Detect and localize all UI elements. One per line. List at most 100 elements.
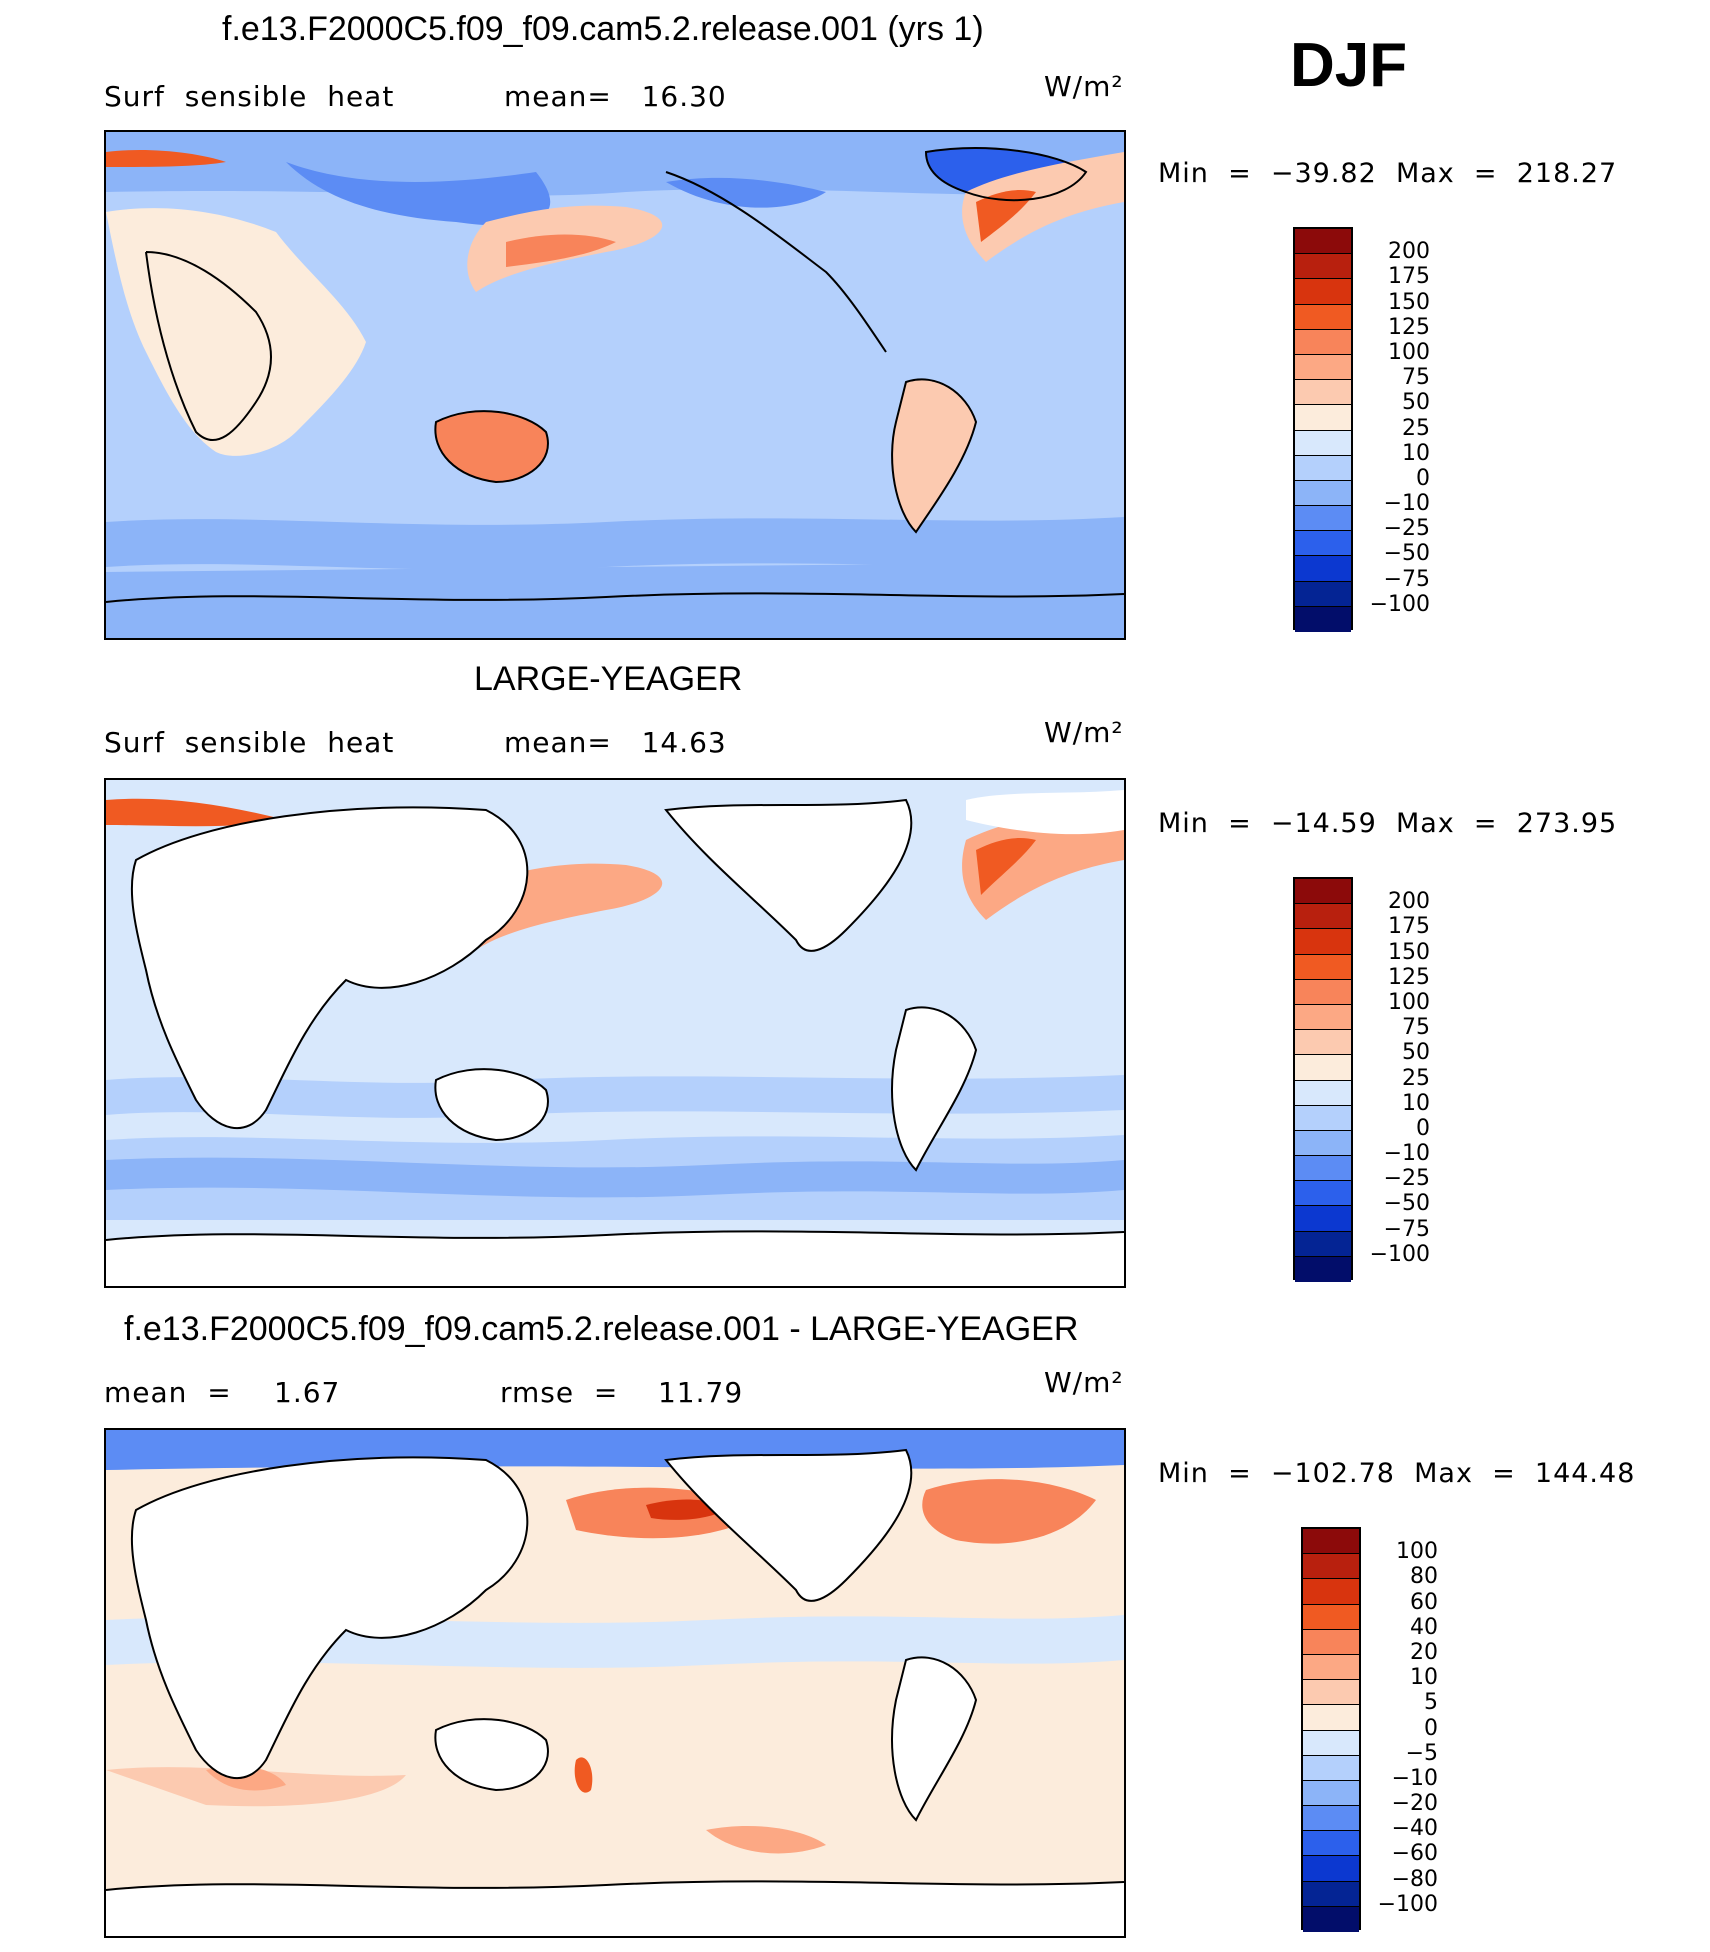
colorbar-swatch xyxy=(1295,606,1351,632)
colorbar-swatch xyxy=(1295,254,1351,280)
colorbar-tick-label: 175 xyxy=(1388,914,1430,940)
colorbar-swatch xyxy=(1303,1604,1359,1630)
panel-1-colorbar-labels: 200 175 150 125 100 75 50 25 10 0 −10 −25 −50 −75 −100 xyxy=(1330,227,1430,630)
colorbar-swatch xyxy=(1295,954,1351,980)
panel-2-colorbar xyxy=(1293,877,1353,1282)
colorbar-tick-label: −10 xyxy=(1383,1141,1430,1167)
colorbar-swatch xyxy=(1303,1730,1359,1756)
colorbar-tick-label: −10 xyxy=(1391,1765,1438,1791)
colorbar-tick-label: 10 xyxy=(1410,1665,1438,1691)
colorbar-swatch xyxy=(1295,506,1351,532)
colorbar-swatch xyxy=(1295,556,1351,582)
colorbar-swatch xyxy=(1303,1806,1359,1832)
panel-3-units: W/m² xyxy=(1044,1366,1124,1399)
colorbar-swatch xyxy=(1295,929,1351,955)
colorbar-tick-label: 25 xyxy=(1402,415,1430,441)
colorbar-swatch xyxy=(1295,304,1351,330)
panel-2-units: W/m² xyxy=(1044,716,1124,749)
colorbar-tick-label: 200 xyxy=(1388,889,1430,915)
panel-3-colorbar-labels: 100 80 60 40 20 10 5 0 −5 −10 −20 −40 −60 −80 −100 xyxy=(1338,1527,1438,1930)
panel-3-map-plot xyxy=(106,1430,1124,1936)
colorbar-swatch xyxy=(1295,1080,1351,1106)
colorbar-tick-label: −40 xyxy=(1391,1816,1438,1842)
colorbar-swatch xyxy=(1303,1831,1359,1857)
colorbar-swatch xyxy=(1303,1881,1359,1907)
season-label: DJF xyxy=(1290,31,1408,100)
colorbar-swatch xyxy=(1295,1181,1351,1207)
colorbar-swatch xyxy=(1295,1256,1351,1282)
colorbar-tick-label: 100 xyxy=(1396,1539,1438,1565)
colorbar-swatch xyxy=(1295,455,1351,481)
panel-1-units: W/m² xyxy=(1044,70,1124,103)
panel-3-rmse: rmse = 11.79 xyxy=(500,1376,744,1409)
panel-2-title: LARGE-YEAGER xyxy=(474,660,743,698)
colorbar-swatch xyxy=(1303,1629,1359,1655)
colorbar-tick-label: −5 xyxy=(1405,1740,1438,1766)
colorbar-tick-label: −80 xyxy=(1391,1866,1438,1892)
colorbar-tick-label: −100 xyxy=(1369,591,1430,617)
panel-3-mean-label: mean = xyxy=(104,1376,232,1409)
colorbar-swatch xyxy=(1295,879,1351,905)
colorbar-swatch xyxy=(1303,1554,1359,1580)
colorbar-tick-label: 5 xyxy=(1424,1690,1438,1716)
panel-3-map xyxy=(104,1428,1126,1938)
colorbar-swatch xyxy=(1295,531,1351,557)
panel-2-minmax: Min = −14.59 Max = 273.95 xyxy=(1158,808,1618,839)
panel-3-mean-value: 1.67 xyxy=(274,1376,341,1409)
colorbar-swatch xyxy=(1295,1130,1351,1157)
panel-2-map-plot xyxy=(106,780,1124,1286)
colorbar-tick-label: 150 xyxy=(1388,939,1430,965)
panel-1-map xyxy=(104,130,1126,640)
colorbar-swatch xyxy=(1295,1206,1351,1232)
panel-2-variable-label: Surf sensible heat xyxy=(104,726,395,759)
colorbar-tick-label: 0 xyxy=(1416,465,1430,491)
colorbar-tick-label: −25 xyxy=(1383,516,1430,542)
colorbar-swatch xyxy=(1303,1654,1359,1681)
colorbar-tick-label: 50 xyxy=(1402,1040,1430,1066)
colorbar-tick-label: −100 xyxy=(1377,1891,1438,1917)
colorbar-tick-label: 150 xyxy=(1388,289,1430,315)
colorbar-swatch xyxy=(1295,904,1351,930)
colorbar-tick-label: 25 xyxy=(1402,1065,1430,1091)
colorbar-swatch xyxy=(1303,1705,1359,1731)
colorbar-swatch xyxy=(1303,1755,1359,1781)
colorbar-swatch xyxy=(1295,979,1351,1005)
colorbar-tick-label: −75 xyxy=(1383,1216,1430,1242)
panel-3-minmax: Min = −102.78 Max = 144.48 xyxy=(1158,1458,1636,1489)
colorbar-swatch xyxy=(1295,1231,1351,1257)
panel-3-title: f.e13.F2000C5.f09_f09.cam5.2.release.001… xyxy=(124,1310,1079,1348)
colorbar-tick-label: −20 xyxy=(1391,1791,1438,1817)
colorbar-tick-label: 75 xyxy=(1402,365,1430,391)
colorbar-swatch xyxy=(1303,1780,1359,1807)
colorbar-tick-label: −50 xyxy=(1383,541,1430,567)
colorbar-tick-label: −100 xyxy=(1369,1241,1430,1267)
panel-1-map-plot xyxy=(106,132,1124,638)
colorbar-swatch xyxy=(1295,380,1351,406)
colorbar-swatch xyxy=(1295,1004,1351,1031)
colorbar-tick-label: 125 xyxy=(1388,314,1430,340)
colorbar-tick-label: −50 xyxy=(1383,1191,1430,1217)
colorbar-tick-label: 40 xyxy=(1410,1614,1438,1640)
panel-1-variable-label: Surf sensible heat xyxy=(104,80,395,113)
colorbar-swatch xyxy=(1295,229,1351,255)
colorbar-tick-label: 60 xyxy=(1410,1589,1438,1615)
colorbar-tick-label: −75 xyxy=(1383,566,1430,592)
colorbar-swatch xyxy=(1295,354,1351,381)
panel-3-colorbar xyxy=(1301,1527,1361,1932)
colorbar-tick-label: 100 xyxy=(1388,989,1430,1015)
panel-2-mean: mean= 14.63 xyxy=(504,726,727,759)
colorbar-swatch xyxy=(1303,1856,1359,1882)
colorbar-tick-label: −10 xyxy=(1383,491,1430,517)
colorbar-tick-label: −60 xyxy=(1391,1841,1438,1867)
panel-1-minmax: Min = −39.82 Max = 218.27 xyxy=(1158,158,1618,189)
panel-2-map xyxy=(104,778,1126,1288)
colorbar-swatch xyxy=(1295,581,1351,607)
colorbar-tick-label: 75 xyxy=(1402,1015,1430,1041)
colorbar-tick-label: 10 xyxy=(1402,440,1430,466)
colorbar-tick-label: 80 xyxy=(1410,1564,1438,1590)
colorbar-tick-label: 175 xyxy=(1388,264,1430,290)
colorbar-tick-label: 200 xyxy=(1388,239,1430,265)
panel-2-colorbar-labels: 200 175 150 125 100 75 50 25 10 0 −10 −25 −50 −75 −100 xyxy=(1330,877,1430,1280)
colorbar-tick-label: 0 xyxy=(1416,1115,1430,1141)
colorbar-swatch xyxy=(1295,1030,1351,1056)
